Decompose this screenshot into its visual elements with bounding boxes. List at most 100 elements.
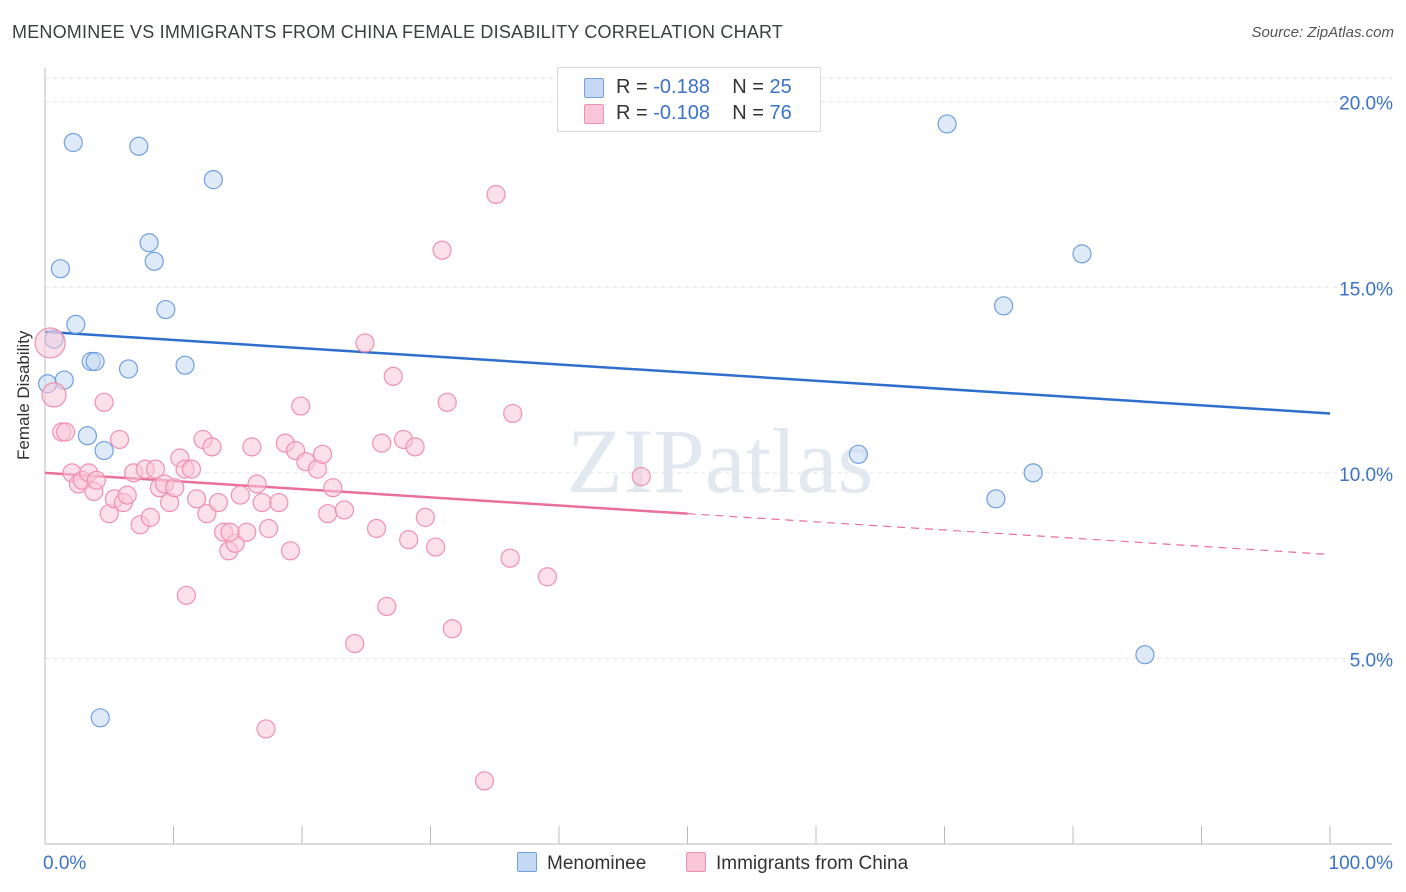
point-china [140, 507, 160, 527]
bottom-swatch-menominee [517, 852, 537, 872]
legend-n-value: 25 [769, 76, 792, 98]
point-menominee [175, 355, 195, 375]
point-china [187, 489, 207, 509]
trend-line-china-extension [687, 513, 1331, 556]
point-china [94, 392, 114, 412]
data-points [34, 114, 1155, 791]
point-china [372, 433, 392, 453]
legend-n-label: N = [732, 76, 764, 98]
trend-lines [44, 330, 1331, 556]
point-china [442, 619, 462, 639]
point-menominee [63, 132, 83, 153]
point-menominee [50, 259, 71, 279]
legend-r-label: R = [616, 76, 648, 98]
point-china [208, 492, 229, 513]
point-china [486, 184, 506, 205]
point-china [312, 444, 333, 464]
point-menominee [937, 114, 957, 134]
chart-title: MENOMINEE VS IMMIGRANTS FROM CHINA FEMAL… [12, 22, 784, 42]
point-china [256, 719, 276, 739]
point-menominee [90, 708, 110, 728]
point-china [280, 541, 301, 561]
bottom-legend-label: Immigrants from China [716, 853, 909, 874]
watermark: ZIPatlas [567, 410, 874, 512]
point-menominee [85, 351, 105, 372]
point-menominee [203, 170, 223, 190]
point-china [247, 474, 267, 494]
chart-source: Source: ZipAtlas.com [1251, 24, 1394, 41]
point-china [242, 437, 262, 457]
point-china [55, 422, 76, 442]
point-china [415, 507, 435, 527]
point-china [437, 392, 457, 412]
y-tick-label: 20.0% [1339, 94, 1393, 115]
point-china [109, 429, 130, 450]
point-menominee [66, 314, 86, 334]
point-menominee [129, 136, 149, 156]
point-china [334, 500, 355, 520]
point-menominee [994, 296, 1014, 316]
point-menominee [144, 251, 164, 271]
point-china [237, 522, 257, 542]
point-china [41, 382, 67, 408]
point-menominee [1135, 645, 1155, 665]
point-menominee [848, 444, 869, 464]
legend-n-label: N = [732, 102, 764, 124]
point-china [366, 518, 387, 539]
tick-labels: 5.0% 10.0% 15.0% 20.0% 0.0% 100.0% [43, 94, 1393, 874]
point-china [377, 596, 397, 617]
point-china [355, 333, 375, 353]
point-china [197, 504, 217, 524]
point-china [474, 771, 495, 791]
point-china [426, 537, 446, 557]
point-china [176, 585, 196, 605]
point-china [503, 403, 523, 424]
axes [44, 68, 1392, 845]
point-menominee [986, 489, 1006, 509]
legend-swatch-china [584, 104, 604, 124]
point-menominee [156, 299, 176, 320]
point-china [500, 548, 520, 568]
point-china [86, 470, 107, 490]
legend-n-value: 76 [769, 102, 792, 124]
point-china [432, 240, 452, 260]
y-tick-label: 15.0% [1339, 279, 1393, 300]
bottom-legend-menominee: Menominee [517, 852, 646, 875]
point-china [383, 366, 403, 386]
point-china [165, 478, 185, 498]
point-china [345, 633, 365, 654]
point-china [252, 492, 272, 513]
point-menominee [118, 359, 139, 379]
trend-line-china [44, 471, 688, 515]
point-china [323, 478, 343, 498]
point-china [537, 567, 558, 587]
point-menominee [94, 440, 114, 461]
bottom-legend-label: Menominee [547, 853, 647, 874]
legend-r-label: R = [616, 102, 648, 124]
point-china [318, 504, 338, 524]
point-menominee [77, 426, 98, 446]
point-menominee [1023, 463, 1043, 483]
point-china [291, 396, 311, 416]
bottom-legend-china: Immigrants from China [686, 852, 908, 875]
legend-swatch-menominee [584, 78, 604, 98]
point-china [269, 492, 289, 513]
point-china [202, 437, 222, 457]
y-tick-label: 5.0% [1350, 650, 1393, 671]
stats-legend: R = -0.188 N = 25 R = -0.108 N = 76 [557, 67, 821, 132]
point-china [117, 485, 137, 505]
point-china [399, 530, 419, 550]
point-china [34, 327, 66, 359]
bottom-swatch-china [686, 852, 706, 872]
point-china [181, 459, 202, 479]
legend-r-value: -0.188 [653, 76, 710, 98]
x-tick-label: 0.0% [43, 853, 86, 874]
x-tick-label: 100.0% [1329, 853, 1394, 874]
point-menominee [1072, 244, 1092, 264]
point-menominee [139, 233, 159, 253]
legend-r-value: -0.108 [653, 102, 710, 124]
point-china [230, 485, 250, 505]
point-china [220, 522, 240, 542]
point-china [405, 437, 425, 457]
